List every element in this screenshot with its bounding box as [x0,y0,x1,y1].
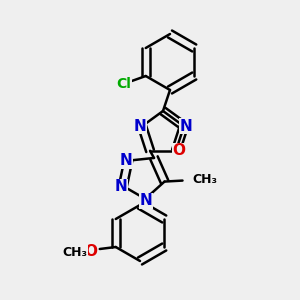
Text: N: N [115,179,127,194]
Text: N: N [140,194,153,208]
Text: CH₃: CH₃ [62,245,87,259]
Text: CH₃: CH₃ [193,173,217,186]
Text: O: O [172,143,185,158]
Text: N: N [120,153,133,168]
Text: O: O [84,244,97,259]
Text: N: N [134,119,146,134]
Text: Cl: Cl [116,77,131,91]
Text: N: N [179,119,192,134]
